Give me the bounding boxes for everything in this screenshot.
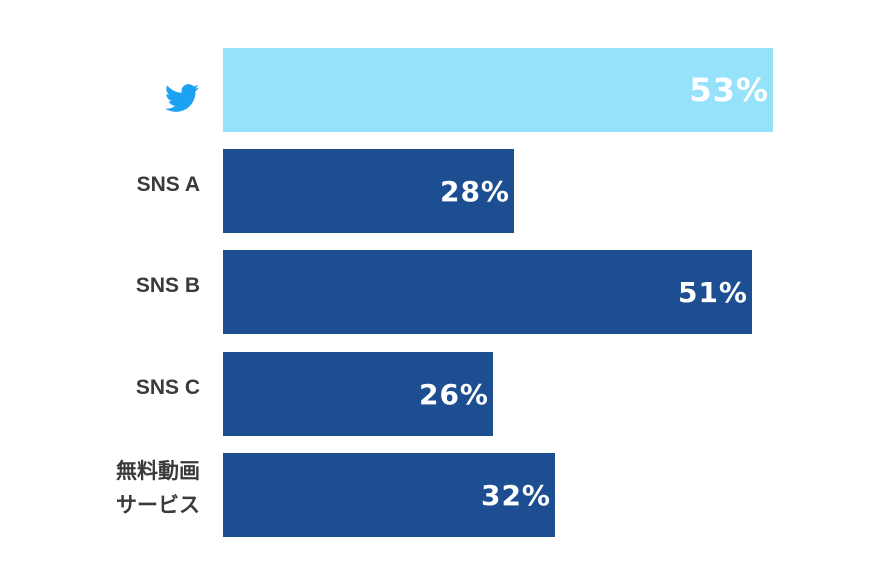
category-label: SNS B: [135, 274, 200, 297]
data-label: 53%: [689, 71, 769, 109]
bar: 53%: [223, 48, 773, 132]
twitter-bird-icon: [42, 56, 202, 140]
category-label: 無料動画 サービス: [116, 460, 200, 517]
category-label: SNS C: [135, 376, 200, 399]
bar: 28%: [223, 149, 514, 233]
data-label: 51%: [677, 275, 748, 309]
data-label: 32%: [480, 478, 551, 512]
bar: 26%: [223, 352, 493, 436]
data-label: 26%: [418, 377, 489, 411]
bar: 51%: [223, 250, 752, 334]
bar: 32%: [223, 453, 555, 537]
data-label: 28%: [439, 174, 510, 208]
category-label: SNS A: [136, 173, 200, 196]
